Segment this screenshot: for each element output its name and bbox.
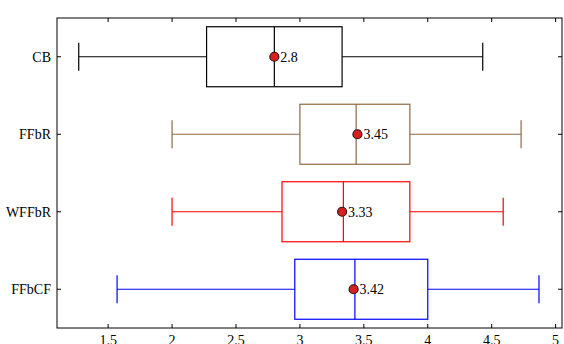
y-tick	[57, 56, 61, 57]
box-plot	[172, 104, 521, 164]
x-tick-label: 3	[296, 333, 303, 344]
whisker-low	[172, 211, 282, 212]
box-plot	[172, 182, 503, 242]
x-tick	[235, 324, 236, 328]
x-tick	[491, 18, 492, 22]
whisker-high	[410, 134, 521, 135]
box	[207, 27, 343, 87]
frame	[57, 18, 562, 328]
x-tick	[299, 18, 300, 22]
whisker-low	[117, 289, 295, 290]
x-tick	[427, 18, 428, 22]
x-tick-label: 2	[169, 333, 176, 344]
x-tick	[363, 18, 364, 22]
x-tick	[363, 324, 364, 328]
y-tick	[57, 289, 61, 290]
marks	[79, 27, 539, 320]
whisker-cap-high	[520, 120, 521, 148]
y-tick	[57, 134, 61, 135]
y-tick	[57, 211, 61, 212]
whisker-low	[79, 56, 207, 57]
x-tick	[108, 324, 109, 328]
mean-label: 3.33	[348, 205, 373, 220]
whisker-cap-low	[78, 43, 79, 71]
mean-marker	[353, 130, 362, 139]
box-plot	[117, 259, 539, 319]
category-label: FFbCF	[11, 282, 51, 297]
x-tick-label: 4	[424, 333, 431, 344]
box	[282, 182, 410, 242]
whisker-cap-high	[538, 275, 539, 303]
x-tick-label: 4.5	[483, 333, 501, 344]
box	[300, 104, 410, 164]
whisker-low	[172, 134, 300, 135]
whisker-cap-low	[116, 275, 117, 303]
x-tick-label: 5	[552, 333, 559, 344]
x-tick	[299, 324, 300, 328]
x-tick	[555, 324, 556, 328]
mean-label: 2.8	[280, 50, 298, 65]
whisker-high	[342, 56, 483, 57]
box-plot	[79, 27, 483, 87]
x-tick-label: 2.5	[227, 333, 245, 344]
whisker-cap-low	[171, 120, 172, 148]
category-label: CB	[32, 50, 51, 65]
y-tick	[558, 289, 562, 290]
y-tick	[558, 211, 562, 212]
whisker-cap-high	[482, 43, 483, 71]
whisker-high	[410, 211, 503, 212]
x-tick	[108, 18, 109, 22]
y-tick	[558, 56, 562, 57]
x-tick	[172, 18, 173, 22]
box	[295, 259, 428, 319]
data-labels: 2.8 3.45 3.33 3.42	[280, 50, 388, 298]
x-tick	[555, 18, 556, 22]
x-tick	[172, 324, 173, 328]
whisker-cap-high	[503, 198, 504, 226]
category-label: WFFbR	[6, 205, 52, 220]
x-tick-label: 3.5	[355, 333, 373, 344]
mean-label: 3.45	[363, 127, 388, 142]
whisker-cap-low	[171, 198, 172, 226]
chart: 1.5 2 2.5 3 3.5 4 4.5 5 CB FFbR WFFbR FFbCF 2.8 3.45 3…	[0, 0, 564, 344]
whisker-high	[428, 289, 539, 290]
y-tick	[558, 134, 562, 135]
mean-marker	[349, 285, 358, 294]
mean-marker	[270, 52, 279, 61]
x-tick	[427, 324, 428, 328]
mean-label: 3.42	[360, 282, 385, 297]
x-tick-label: 1.5	[99, 333, 117, 344]
mean-marker	[338, 207, 347, 216]
x-tick	[235, 18, 236, 22]
x-tick	[491, 324, 492, 328]
category-label: FFbR	[19, 127, 52, 142]
